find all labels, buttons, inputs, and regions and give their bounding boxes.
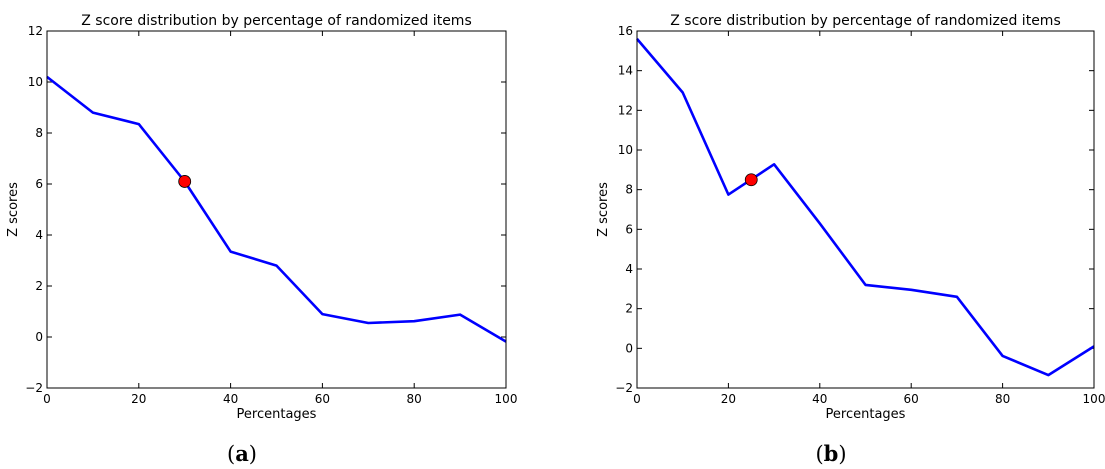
x-tick-label: 20 (721, 392, 736, 406)
series-line (636, 38, 1095, 377)
x-tick-label: 40 (223, 392, 238, 406)
y-axis-label: Z scores (596, 182, 611, 237)
x-tick-label: 60 (904, 392, 919, 406)
series-line (46, 75, 507, 343)
y-tick-label: 6 (35, 177, 43, 191)
y-tick-label: 12 (28, 24, 43, 38)
y-tick-label: 8 (625, 183, 633, 197)
y-tick-label: 4 (625, 262, 633, 276)
y-tick-label: 2 (35, 279, 43, 293)
y-axis-label: Z scores (6, 182, 21, 237)
y-tick-label: 14 (618, 64, 633, 78)
x-tick-label: 60 (315, 392, 330, 406)
x-tick-label: 40 (812, 392, 827, 406)
chart-panel-b: Z score distribution by percentage of ra… (596, 13, 1105, 466)
y-tick-label: 4 (35, 228, 43, 242)
x-tick-label: 0 (633, 392, 641, 406)
x-axis-label: Percentages (237, 407, 317, 422)
chart-title: Z score distribution by percentage of ra… (81, 13, 471, 29)
y-tick-label: 6 (625, 222, 633, 236)
x-tick-label: 100 (1083, 392, 1105, 406)
highlight-point (744, 173, 758, 187)
x-tick-label: 20 (131, 392, 146, 406)
plot-frame (636, 30, 1095, 389)
chart-panel-a: Z score distribution by percentage of ra… (6, 13, 517, 466)
panel-label-b: (b) (815, 441, 846, 466)
y-tick-label: 0 (35, 330, 43, 344)
panel-letter: b (824, 441, 839, 466)
y-tick-label: 12 (618, 103, 633, 117)
x-tick-label: 80 (407, 392, 422, 406)
y-tick-label: 0 (625, 341, 633, 355)
y-tick-label: −2 (25, 381, 43, 395)
y-tick-label: 16 (618, 24, 633, 38)
y-tick-label: 2 (625, 302, 633, 316)
x-tick-label: 100 (495, 392, 518, 406)
chart-title: Z score distribution by percentage of ra… (670, 13, 1060, 29)
highlight-point (178, 175, 192, 188)
y-tick-label: 10 (618, 143, 633, 157)
x-tick-label: 0 (43, 392, 51, 406)
y-tick-label: 8 (35, 126, 43, 140)
x-axis-label: Percentages (826, 407, 906, 422)
x-tick-label: 80 (995, 392, 1010, 406)
y-tick-label: −2 (615, 381, 633, 395)
plot-frame (46, 30, 507, 389)
panel-label-a: (a) (227, 441, 257, 466)
y-tick-label: 10 (28, 75, 43, 89)
panel-letter: a (235, 441, 249, 466)
